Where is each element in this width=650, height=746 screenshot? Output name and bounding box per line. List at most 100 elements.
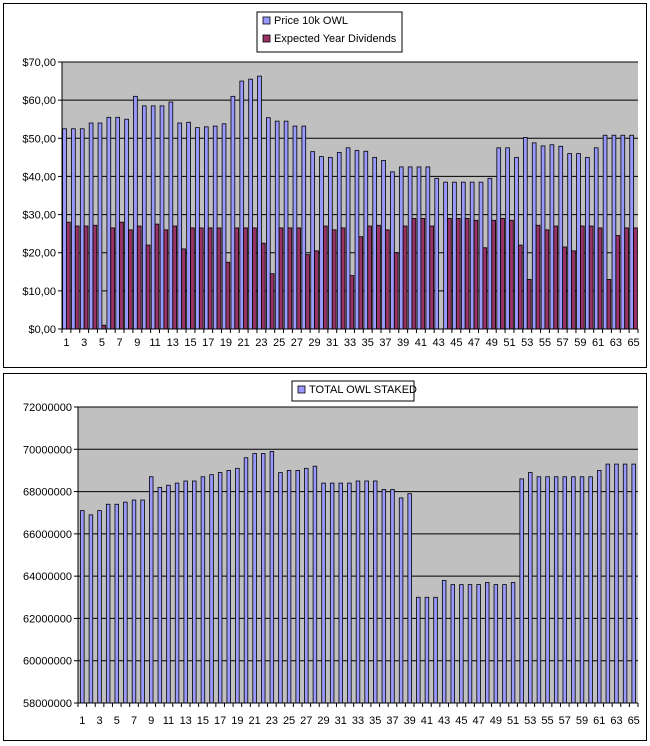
x-tick-label: 27: [300, 715, 312, 727]
x-tick-label: 45: [455, 715, 467, 727]
y-tick-label: 58000000: [23, 698, 72, 710]
legend-swatch: [262, 16, 271, 25]
bar: [216, 227, 222, 330]
bar: [373, 480, 378, 704]
bar: [163, 229, 169, 330]
bar: [340, 227, 346, 330]
bar: [301, 125, 307, 330]
bar: [544, 229, 550, 330]
y-tick-label: 72000000: [23, 402, 72, 414]
bar: [278, 227, 284, 330]
x-tick-label: 3: [81, 337, 87, 349]
bar: [154, 223, 160, 330]
y-tick-label: $70,00: [22, 57, 56, 69]
y-tick-label: $40,00: [22, 171, 56, 183]
bar: [605, 463, 611, 704]
bar: [209, 474, 214, 704]
bar: [354, 150, 360, 330]
bar: [358, 236, 364, 330]
bar: [411, 217, 417, 330]
bar: [338, 482, 343, 704]
bar: [239, 80, 245, 330]
x-tick-label: 13: [167, 337, 179, 349]
y-tick-label: $30,00: [22, 210, 56, 222]
x-tick-label: 35: [362, 337, 374, 349]
bar: [128, 229, 133, 330]
legend: Price 10k OWL Expected Year Dividends: [256, 11, 403, 53]
bar: [433, 596, 438, 704]
x-tick-label: 65: [628, 715, 640, 727]
x-tick-label: 37: [386, 715, 398, 727]
bar: [390, 171, 395, 330]
legend-swatch: [297, 385, 306, 394]
bar: [487, 177, 493, 330]
bar: [105, 503, 111, 704]
bar: [323, 225, 328, 330]
bar: [597, 470, 602, 704]
bar: [622, 463, 628, 704]
x-tick-label: 63: [610, 715, 622, 727]
bar: [321, 482, 326, 704]
x-tick-label: 29: [317, 715, 329, 727]
bar: [478, 181, 484, 330]
bar: [459, 584, 464, 704]
bar: [248, 78, 253, 330]
x-tick-label: 29: [308, 337, 320, 349]
x-tick-label: 5: [114, 715, 120, 727]
bar: [319, 156, 324, 330]
bar: [304, 467, 309, 704]
bar: [580, 225, 585, 330]
bar: [376, 224, 381, 330]
bar: [329, 482, 335, 704]
bar: [177, 122, 183, 330]
x-tick-label: 13: [180, 715, 192, 727]
bar: [312, 465, 318, 704]
bar: [195, 127, 200, 330]
bar: [407, 493, 412, 704]
bar: [526, 279, 532, 330]
bar: [74, 225, 80, 330]
x-tick-label: 41: [421, 715, 433, 727]
bar: [101, 324, 107, 330]
bar: [88, 514, 94, 704]
bar: [310, 151, 315, 330]
y-tick-label: $60,00: [22, 95, 56, 107]
x-tick-label: 43: [438, 715, 450, 727]
bar: [186, 121, 191, 330]
x-tick-label: 55: [539, 337, 551, 349]
bar: [278, 472, 283, 704]
bar: [606, 279, 612, 330]
bar: [79, 128, 85, 330]
bar: [535, 224, 541, 330]
bar: [71, 128, 76, 330]
bar: [597, 227, 603, 330]
y-tick-label: 64000000: [23, 571, 72, 583]
bar: [424, 596, 430, 704]
bar: [614, 463, 619, 704]
x-tick-label: 49: [486, 337, 498, 349]
bar: [531, 142, 537, 330]
x-tick-label: 1: [63, 337, 69, 349]
x-tick-label: 25: [283, 715, 295, 727]
bar: [274, 120, 280, 330]
bar: [519, 478, 524, 704]
bar: [145, 244, 151, 330]
bar: [579, 476, 585, 704]
bar: [136, 225, 142, 330]
bar: [425, 166, 431, 330]
x-tick-label: 49: [490, 715, 502, 727]
series-1-bars: [80, 451, 636, 704]
bar: [88, 122, 94, 330]
x-tick-label: 21: [248, 715, 260, 727]
x-tick-label: 31: [335, 715, 347, 727]
bar: [567, 153, 572, 330]
x-tick-label: 9: [148, 715, 154, 727]
bar: [476, 584, 481, 704]
bar: [460, 181, 466, 330]
bar: [296, 227, 302, 330]
bar: [611, 134, 617, 330]
bar: [287, 227, 293, 330]
x-tick-label: 55: [541, 715, 553, 727]
x-tick-label: 23: [266, 715, 278, 727]
legend-label: TOTAL OWL STAKED: [309, 384, 417, 396]
